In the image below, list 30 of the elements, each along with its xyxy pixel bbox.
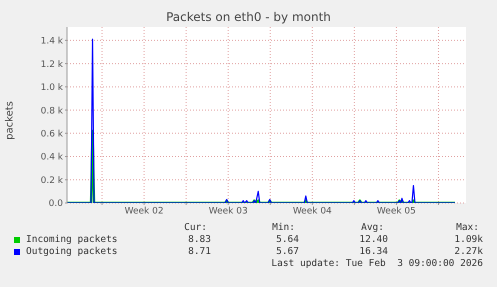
chart-title: Packets on eth0 - by month — [165, 10, 332, 24]
text: 5.64 — [276, 234, 299, 245]
legend-label: Incoming packets — [26, 234, 118, 245]
y-tick-label: 1.4 k — [40, 36, 64, 47]
y-tick-label: 0.6 k — [40, 129, 64, 140]
y-axis-title: packets — [4, 101, 16, 140]
text: Min: — [272, 222, 295, 233]
x-tick-label: Week 02 — [124, 206, 164, 216]
text: 8.71 — [188, 246, 211, 257]
text: Last update: Tue Feb 3 09:00:00 2026 — [271, 258, 483, 269]
text: Max: — [456, 222, 479, 233]
y-tick-label: 1.2 k — [40, 60, 64, 70]
line-series — [67, 38, 456, 203]
text: 5.67 — [276, 246, 299, 257]
y-tick-label: 0.4 k — [40, 152, 64, 163]
x-tick-label: Week 04 — [292, 206, 332, 216]
y-tick-label: 0.8 k — [40, 106, 64, 116]
text: 1.09k — [454, 234, 483, 245]
y-tick-label: 0.0 — [48, 199, 64, 210]
text: 8.83 — [188, 234, 211, 245]
x-tick-label: Week 03 — [208, 206, 248, 216]
y-tick-label: 1.0 k — [40, 83, 64, 94]
legend-label: Outgoing packets — [26, 246, 118, 257]
text: 16.34 — [359, 246, 388, 257]
text: 12.40 — [359, 234, 388, 245]
text: Avg: — [361, 222, 384, 233]
y-tick-label: 0.2 k — [40, 176, 64, 186]
x-tick-label: Week 05 — [376, 206, 416, 216]
text: Cur: — [184, 222, 207, 233]
text: 2.27k — [454, 246, 483, 257]
